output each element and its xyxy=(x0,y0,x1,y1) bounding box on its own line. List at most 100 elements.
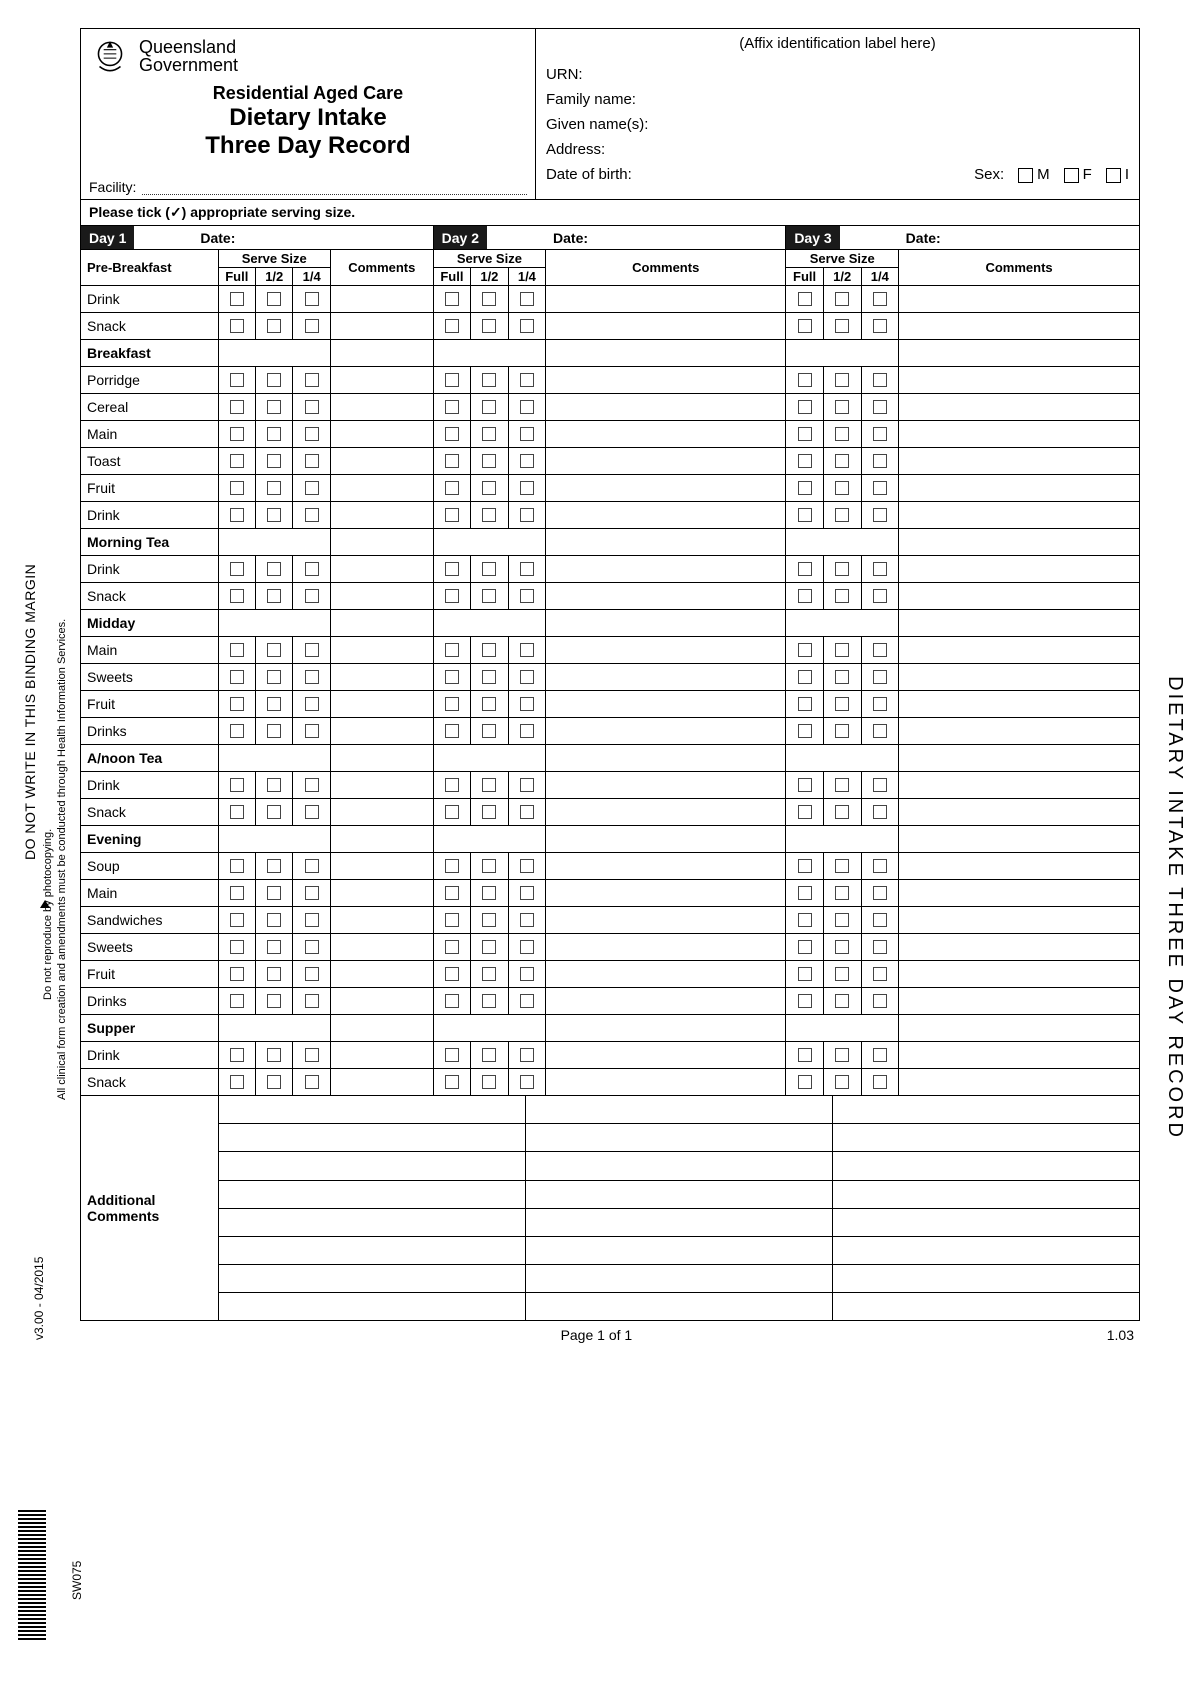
checkbox[interactable] xyxy=(520,886,534,900)
checkbox[interactable] xyxy=(835,778,849,792)
checkbox[interactable] xyxy=(482,886,496,900)
checkbox[interactable] xyxy=(445,940,459,954)
checkbox[interactable] xyxy=(305,913,319,927)
checkbox[interactable] xyxy=(798,454,812,468)
checkbox[interactable] xyxy=(305,1075,319,1089)
comment-cell[interactable] xyxy=(331,1042,433,1068)
urn-row[interactable]: URN: xyxy=(546,66,1129,83)
checkbox[interactable] xyxy=(798,778,812,792)
checkbox[interactable] xyxy=(445,697,459,711)
comment-cell[interactable] xyxy=(331,367,433,393)
checkbox[interactable] xyxy=(835,292,849,306)
checkbox[interactable] xyxy=(520,967,534,981)
additional-line[interactable] xyxy=(219,1124,525,1152)
additional-line[interactable] xyxy=(526,1237,832,1265)
comment-cell[interactable] xyxy=(331,313,433,339)
checkbox[interactable] xyxy=(305,886,319,900)
checkbox[interactable] xyxy=(482,643,496,657)
checkbox[interactable] xyxy=(873,562,887,576)
checkbox[interactable] xyxy=(267,373,281,387)
checkbox[interactable] xyxy=(230,913,244,927)
checkbox[interactable] xyxy=(482,319,496,333)
checkbox[interactable] xyxy=(230,319,244,333)
checkbox[interactable] xyxy=(267,859,281,873)
additional-line[interactable] xyxy=(219,1096,525,1124)
checkbox[interactable] xyxy=(482,589,496,603)
checkbox[interactable] xyxy=(798,319,812,333)
checkbox[interactable] xyxy=(873,697,887,711)
checkbox[interactable] xyxy=(798,400,812,414)
checkbox[interactable] xyxy=(482,724,496,738)
checkbox[interactable] xyxy=(520,481,534,495)
checkbox[interactable] xyxy=(798,859,812,873)
checkbox[interactable] xyxy=(267,1048,281,1062)
comment-cell[interactable] xyxy=(331,637,433,663)
sex-m[interactable]: M xyxy=(1018,166,1050,183)
checkbox[interactable] xyxy=(445,319,459,333)
comment-cell[interactable] xyxy=(546,556,785,582)
checkbox[interactable] xyxy=(798,373,812,387)
checkbox[interactable] xyxy=(305,292,319,306)
comment-cell[interactable] xyxy=(546,637,785,663)
additional-line[interactable] xyxy=(219,1209,525,1237)
comment-cell[interactable] xyxy=(331,772,433,798)
checkbox[interactable] xyxy=(520,805,534,819)
checkbox[interactable] xyxy=(305,1048,319,1062)
checkbox[interactable] xyxy=(798,1075,812,1089)
checkbox[interactable] xyxy=(482,508,496,522)
checkbox[interactable] xyxy=(230,562,244,576)
checkbox[interactable] xyxy=(835,1075,849,1089)
comment-cell[interactable] xyxy=(546,691,785,717)
checkbox[interactable] xyxy=(230,670,244,684)
checkbox[interactable] xyxy=(482,994,496,1008)
comment-cell[interactable] xyxy=(546,880,785,906)
checkbox[interactable] xyxy=(835,400,849,414)
checkbox[interactable] xyxy=(445,562,459,576)
comment-cell[interactable] xyxy=(331,502,433,528)
checkbox[interactable] xyxy=(835,859,849,873)
comment-cell[interactable] xyxy=(899,286,1139,312)
comment-cell[interactable] xyxy=(331,853,433,879)
additional-line[interactable] xyxy=(833,1237,1139,1265)
checkbox[interactable] xyxy=(798,643,812,657)
comment-cell[interactable] xyxy=(331,691,433,717)
checkbox[interactable] xyxy=(482,913,496,927)
checkbox[interactable] xyxy=(798,913,812,927)
checkbox[interactable] xyxy=(798,481,812,495)
checkbox[interactable] xyxy=(230,508,244,522)
checkbox[interactable] xyxy=(873,427,887,441)
checkbox[interactable] xyxy=(482,940,496,954)
comment-cell[interactable] xyxy=(899,988,1139,1014)
comment-cell[interactable] xyxy=(546,475,785,501)
checkbox[interactable] xyxy=(798,670,812,684)
checkbox[interactable] xyxy=(798,967,812,981)
checkbox[interactable] xyxy=(267,724,281,738)
checkbox[interactable] xyxy=(305,373,319,387)
additional-line[interactable] xyxy=(219,1265,525,1293)
checkbox[interactable] xyxy=(305,994,319,1008)
checkbox[interactable] xyxy=(230,292,244,306)
comment-cell[interactable] xyxy=(331,961,433,987)
comment-cell[interactable] xyxy=(546,502,785,528)
checkbox[interactable] xyxy=(835,697,849,711)
comment-cell[interactable] xyxy=(546,853,785,879)
checkbox[interactable] xyxy=(230,400,244,414)
additional-line[interactable] xyxy=(833,1181,1139,1209)
checkbox[interactable] xyxy=(873,913,887,927)
checkbox[interactable] xyxy=(520,859,534,873)
checkbox[interactable] xyxy=(267,400,281,414)
comment-cell[interactable] xyxy=(331,718,433,744)
checkbox[interactable] xyxy=(798,994,812,1008)
checkbox[interactable] xyxy=(445,859,459,873)
checkbox[interactable] xyxy=(445,589,459,603)
checkbox[interactable] xyxy=(230,481,244,495)
checkbox[interactable] xyxy=(305,454,319,468)
checkbox[interactable] xyxy=(267,589,281,603)
checkbox[interactable] xyxy=(873,643,887,657)
additional-line[interactable] xyxy=(526,1265,832,1293)
comment-cell[interactable] xyxy=(899,556,1139,582)
comment-cell[interactable] xyxy=(899,961,1139,987)
checkbox[interactable] xyxy=(873,1048,887,1062)
checkbox[interactable] xyxy=(445,481,459,495)
checkbox[interactable] xyxy=(230,886,244,900)
